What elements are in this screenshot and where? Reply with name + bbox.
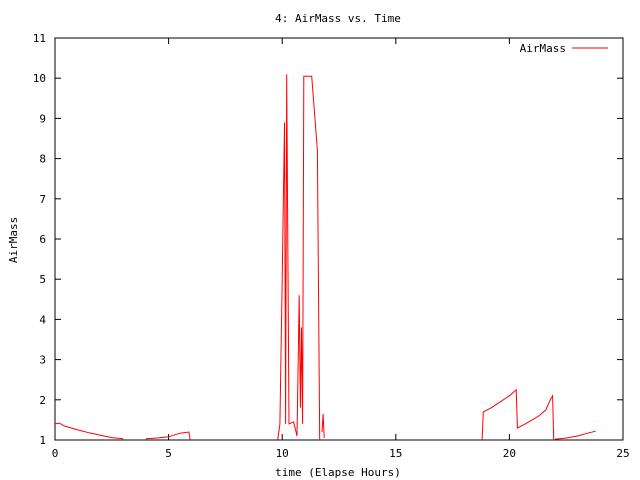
chart-title: 4: AirMass vs. Time	[275, 12, 401, 25]
y-axis-label: AirMass	[7, 217, 20, 263]
x-tick-label: 25	[616, 447, 629, 460]
y-tick-label: 1	[39, 434, 46, 447]
series-line-airmass	[554, 430, 596, 440]
series-group	[54, 74, 596, 441]
series-line-airmass	[54, 422, 124, 440]
x-tick-label: 0	[52, 447, 59, 460]
y-tick-label: 5	[39, 273, 46, 286]
x-axis-label: time (Elapse Hours)	[275, 466, 401, 479]
y-tick-label: 10	[33, 72, 46, 85]
y-tick-label: 6	[39, 233, 46, 246]
series-line-airmass	[277, 74, 321, 441]
x-tick-label: 15	[389, 447, 402, 460]
series-line-airmass	[321, 413, 325, 439]
legend-label: AirMass	[520, 42, 566, 55]
x-axis-ticks: 0 5 10 15 20 25	[52, 38, 630, 460]
y-tick-label: 3	[39, 354, 46, 367]
plot-frame	[54, 37, 624, 441]
x-tick-label: 20	[503, 447, 516, 460]
legend: AirMass	[520, 42, 608, 55]
series-line-airmass	[145, 431, 191, 441]
y-tick-label: 11	[33, 32, 46, 45]
y-tick-label: 7	[39, 193, 46, 206]
x-tick-label: 5	[165, 447, 172, 460]
y-tick-label: 2	[39, 394, 46, 407]
series-line-airmass	[481, 388, 555, 441]
x-tick-label: 10	[276, 447, 289, 460]
y-tick-label: 9	[39, 112, 46, 125]
y-axis-ticks: 1 2 3 4 5 6 7 8 9 10 11	[33, 32, 623, 447]
y-tick-label: 4	[39, 313, 46, 326]
y-tick-label: 8	[39, 153, 46, 166]
